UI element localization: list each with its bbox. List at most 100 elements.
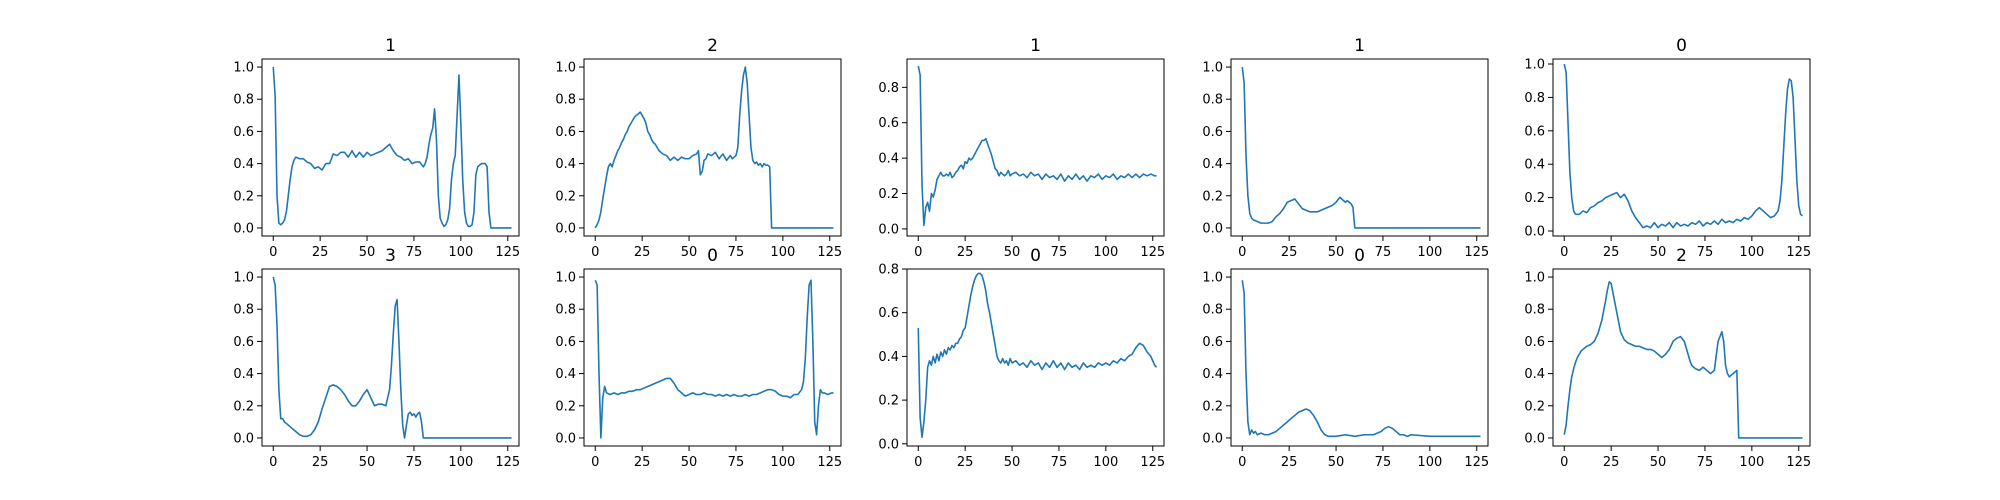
y-tick-label: 0.8	[1202, 93, 1223, 108]
x-tick-label: 25	[312, 455, 329, 470]
y-tick-label: 0.0	[1524, 224, 1545, 239]
y-tick-label: 0.4	[878, 152, 899, 167]
axes-frame	[1552, 268, 1811, 447]
x-tick-label: 75	[728, 245, 745, 260]
y-tick-label: 0.4	[555, 367, 576, 382]
x-tick-label: 0	[1238, 245, 1246, 260]
x-tick-label: 100	[448, 245, 473, 260]
axes-frame	[583, 268, 842, 447]
y-tick-label: 0.8	[1524, 303, 1545, 318]
series-line	[594, 66, 834, 229]
axes-frame	[1552, 58, 1811, 237]
y-tick-label: 1.0	[555, 61, 576, 76]
y-tick-label: 0.6	[555, 335, 576, 350]
y-tick-label: 0.8	[555, 93, 576, 108]
y-tick-label: 0.2	[1202, 399, 1223, 414]
x-tick-label: 125	[1786, 455, 1811, 470]
x-tick-label: 50	[1650, 455, 1667, 470]
x-tick-label: 0	[914, 455, 922, 470]
series-line	[1241, 280, 1481, 438]
y-tick-label: 0.2	[555, 189, 576, 204]
x-tick-label: 50	[1650, 245, 1667, 260]
y-tick-label: 0.2	[878, 394, 899, 409]
y-tick-label: 0.4	[555, 157, 576, 172]
x-tick-label: 25	[1603, 245, 1620, 260]
subplot-5: 0 0 25 50 75 100 125 0.0 0.2 0.4 0.6 0.8 1.0	[1524, 36, 1811, 260]
x-tick-label: 25	[312, 245, 329, 260]
subplot-4: 1 0 25 50 75 100 125 0.0 0.2 0.4 0.6 0.8 1.0	[1202, 36, 1489, 260]
subplot-title: 1	[1354, 36, 1365, 56]
x-tick-label: 0	[1560, 245, 1568, 260]
series-line	[1241, 66, 1481, 229]
y-tick-label: 1.0	[233, 271, 254, 286]
y-tick-label: 0.4	[233, 367, 254, 382]
subplot-title: 0	[1354, 246, 1365, 266]
x-tick-label: 75	[406, 455, 423, 470]
x-tick-label: 125	[1786, 245, 1811, 260]
y-tick-label: 1.0	[1202, 271, 1223, 286]
axes-frame	[1230, 58, 1489, 237]
axes-frame	[261, 268, 520, 447]
y-tick-label: 0.6	[878, 116, 899, 131]
y-tick-label: 0.0	[233, 221, 254, 236]
y-tick-label: 0.4	[1524, 158, 1545, 173]
axes-frame	[906, 58, 1165, 237]
y-tick-label: 0.8	[233, 93, 254, 108]
x-tick-label: 0	[591, 245, 599, 260]
x-tick-label: 125	[1464, 455, 1489, 470]
x-tick-label: 0	[914, 245, 922, 260]
y-tick-label: 0.0	[1202, 221, 1223, 236]
subplot-title: 3	[385, 246, 396, 266]
y-tick-label: 0.2	[233, 399, 254, 414]
subplot-7: 0 0 25 50 75 100 125 0.0 0.2 0.4 0.6 0.8 1.0	[555, 246, 842, 470]
y-tick-label: 0.2	[1202, 189, 1223, 204]
x-tick-label: 25	[957, 455, 974, 470]
y-tick-label: 1.0	[555, 271, 576, 286]
x-tick-label: 0	[269, 245, 277, 260]
series-line	[1563, 63, 1804, 229]
y-tick-label: 0.2	[233, 189, 254, 204]
y-tick-label: 0.8	[1202, 303, 1223, 318]
x-tick-label: 25	[1281, 245, 1298, 260]
x-tick-label: 50	[1004, 245, 1021, 260]
x-tick-label: 125	[1464, 245, 1489, 260]
x-tick-label: 0	[269, 455, 277, 470]
x-tick-label: 50	[1328, 455, 1345, 470]
subplot-title: 0	[707, 246, 718, 266]
x-tick-label: 50	[359, 245, 376, 260]
y-tick-label: 0.8	[878, 263, 899, 278]
y-tick-label: 1.0	[1202, 61, 1223, 76]
series-line	[594, 279, 834, 439]
y-tick-label: 0.6	[1524, 124, 1545, 139]
y-tick-label: 0.6	[233, 125, 254, 140]
x-tick-label: 100	[1093, 455, 1118, 470]
x-tick-label: 125	[495, 455, 520, 470]
x-tick-label: 100	[448, 455, 473, 470]
x-tick-label: 25	[1281, 455, 1298, 470]
y-tick-label: 0.0	[1202, 431, 1223, 446]
y-tick-label: 0.6	[878, 306, 899, 321]
y-tick-label: 0.6	[1202, 335, 1223, 350]
series-line	[917, 65, 1157, 227]
subplot-title: 0	[1676, 36, 1687, 56]
y-tick-label: 0.2	[878, 187, 899, 202]
y-tick-label: 0.4	[878, 350, 899, 365]
y-tick-label: 0.6	[233, 335, 254, 350]
y-tick-label: 0.4	[1202, 367, 1223, 382]
y-tick-label: 1.0	[1524, 58, 1545, 73]
y-tick-label: 0.4	[1524, 367, 1545, 382]
y-tick-label: 0.0	[555, 221, 576, 236]
x-tick-label: 75	[1051, 245, 1068, 260]
x-tick-label: 100	[1093, 245, 1118, 260]
x-tick-label: 75	[1051, 455, 1068, 470]
x-tick-label: 100	[770, 455, 795, 470]
y-tick-label: 0.8	[1524, 91, 1545, 106]
y-tick-label: 0.8	[233, 303, 254, 318]
x-tick-label: 0	[591, 455, 599, 470]
y-tick-label: 0.0	[555, 431, 576, 446]
x-tick-label: 25	[957, 245, 974, 260]
axes-frame	[261, 58, 520, 237]
x-tick-label: 25	[634, 245, 651, 260]
subplot-9: 0 0 25 50 75 100 125 0.0 0.2 0.4 0.6 0.8 1.0	[1202, 246, 1489, 470]
